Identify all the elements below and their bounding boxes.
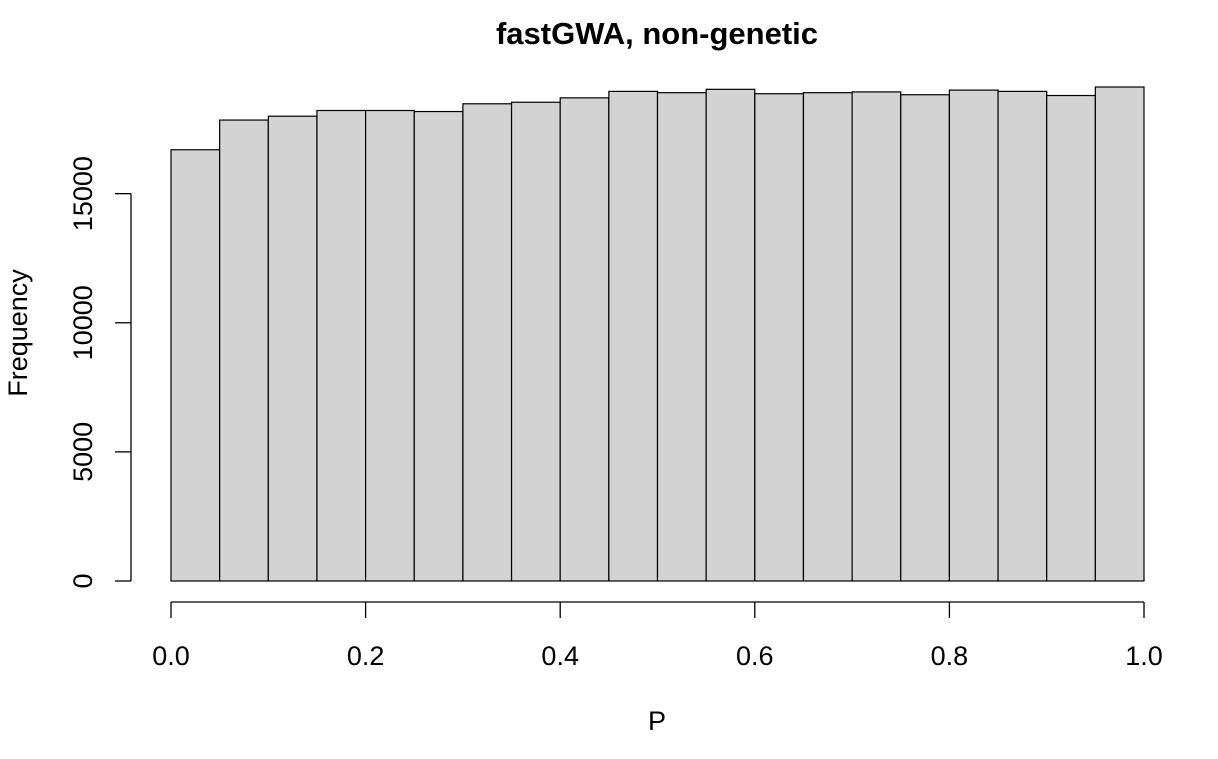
histogram-bar xyxy=(462,103,513,582)
y-axis-label: Frequency xyxy=(3,269,33,397)
histogram-bar xyxy=(170,149,221,582)
x-axis-label: P xyxy=(648,706,666,736)
x-tick-label: 0.2 xyxy=(347,641,385,671)
chart-title: fastGWA, non-genetic xyxy=(496,16,818,51)
x-tick-label: 0.6 xyxy=(736,641,774,671)
histogram-bar xyxy=(1046,94,1096,582)
histogram-bar xyxy=(510,101,561,582)
histogram-bar xyxy=(219,119,269,582)
histogram-bar xyxy=(559,97,610,582)
x-tick-label: 0.4 xyxy=(541,641,579,671)
y-tick-label: 15000 xyxy=(68,156,98,231)
x-tick-label: 0.0 xyxy=(152,641,190,671)
histogram-bar xyxy=(365,109,415,582)
histogram-bar xyxy=(997,90,1048,582)
histogram-bar xyxy=(267,115,318,582)
x-axis: 0.0 0.2 0.4 0.6 0.8 1.0 xyxy=(152,601,1163,671)
y-axis: 0 5000 10000 15000 xyxy=(68,156,132,589)
histogram-bar xyxy=(413,110,464,582)
y-tick-label: 5000 xyxy=(68,422,98,482)
histogram-bar xyxy=(1094,86,1145,582)
x-tick-label: 1.0 xyxy=(1125,641,1163,671)
histogram-bar xyxy=(802,92,853,582)
histogram-bar xyxy=(754,93,805,582)
histogram-bar xyxy=(705,88,756,582)
x-tick-label: 0.8 xyxy=(931,641,969,671)
y-tick-label: 10000 xyxy=(68,285,98,360)
histogram-bar xyxy=(948,89,999,582)
histogram-bar xyxy=(608,90,659,582)
histogram-bar xyxy=(851,91,902,582)
bars-group xyxy=(170,86,1145,582)
histogram-bar xyxy=(900,94,951,582)
y-tick-label: 0 xyxy=(68,573,98,588)
histogram-bar xyxy=(316,109,367,582)
histogram-bar xyxy=(656,92,707,582)
